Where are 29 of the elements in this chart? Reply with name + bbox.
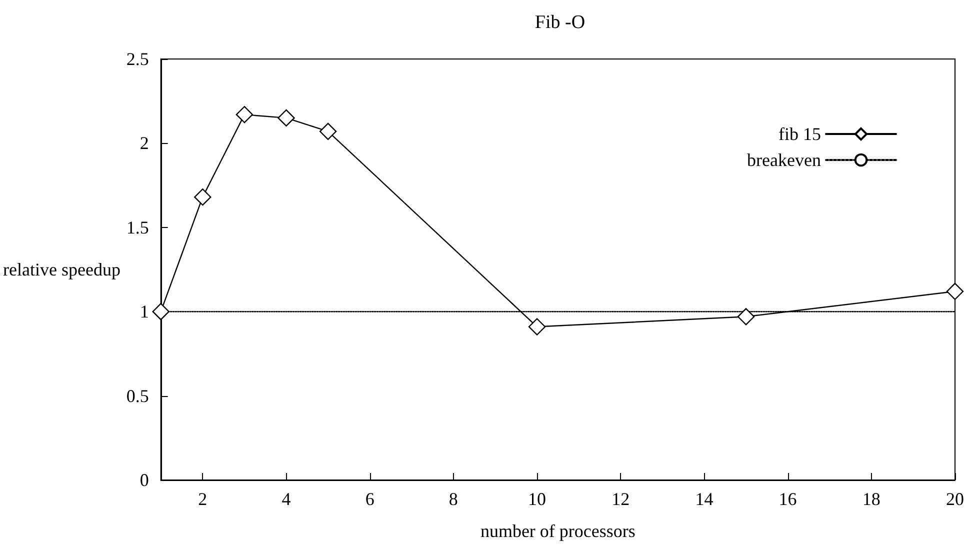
point (737, 308, 755, 326)
point (152, 303, 170, 320)
point (194, 188, 212, 206)
y-tick-label: 0 (140, 470, 149, 490)
y-tick-label: 2.5 (126, 49, 149, 69)
x-tick-label: 16 (778, 489, 797, 509)
x-tick-label: 8 (448, 489, 458, 509)
point (946, 282, 964, 300)
x-tick-label: 10 (528, 489, 546, 509)
y-tick-label: 1.5 (126, 217, 149, 238)
legend-label: breakeven (747, 150, 821, 170)
y-tick-label: 1 (140, 302, 149, 322)
legend-label: fib 15 (778, 124, 821, 144)
point (278, 109, 295, 127)
x-tick-label: 6 (365, 489, 374, 509)
x-tick-label: 14 (695, 489, 714, 509)
x-tick-label: 20 (946, 489, 964, 509)
point (236, 106, 254, 124)
y-axis-title: relative speedup (3, 260, 120, 280)
x-tick-label: 2 (198, 489, 208, 509)
x-tick-label: 18 (862, 489, 880, 509)
point (528, 318, 546, 336)
x-tick-label: 12 (612, 489, 630, 509)
point (319, 122, 337, 140)
x-axis-title: number of processors (480, 521, 636, 541)
y-tick-label: 0.5 (126, 386, 149, 406)
y-tick-label: 2 (140, 133, 149, 154)
chart-title: Fib -O (534, 12, 586, 33)
x-tick-label: 4 (282, 489, 291, 509)
